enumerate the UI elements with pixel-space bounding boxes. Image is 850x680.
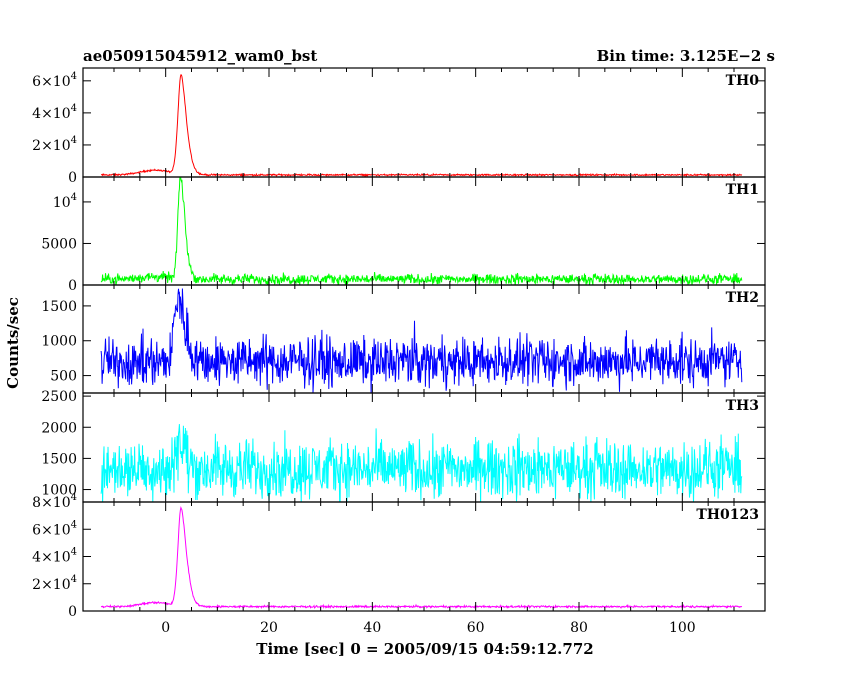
- x-tick-label: 0: [161, 620, 170, 636]
- panel-frame: [82, 501, 766, 612]
- panel-th2: TH2 500 1000 1500: [41, 284, 766, 394]
- panel-label: TH3: [726, 398, 759, 414]
- y-tick-label: 2000: [41, 420, 77, 436]
- x-tick-label: 100: [669, 620, 696, 636]
- chart-title-left: ae050915045912_wam0_bst: [83, 47, 317, 65]
- y-tick-label: 0: [68, 278, 77, 294]
- y-axis-label: Counts/sec: [4, 297, 22, 389]
- panel-th0: TH0 0 2×104 4×104 6×104: [32, 67, 766, 186]
- y-tick-label: 2×104: [32, 574, 77, 593]
- panel-frame: [82, 67, 766, 178]
- panels-group: TH002×1044×1046×104TH105000104TH25001000…: [32, 67, 766, 636]
- y-tick-label: 8×104: [32, 492, 77, 511]
- y-tick-label: 1500: [41, 299, 77, 315]
- series-line-th0123: [100, 505, 743, 610]
- panel-label: TH0: [726, 73, 760, 89]
- y-tick-label: 2500: [41, 389, 77, 405]
- panel-th1: TH1 0 5000 104: [41, 176, 766, 294]
- y-tick-label: 1000: [41, 483, 77, 499]
- x-tick-label: 40: [363, 620, 381, 636]
- x-tick-label: 20: [260, 620, 278, 636]
- y-tick-label: 6×104: [32, 519, 77, 538]
- y-tick-label: 4×104: [32, 103, 77, 122]
- panel-label: TH2: [726, 290, 759, 306]
- y-tick-label: 0: [68, 170, 77, 186]
- y-tick-label: 104: [53, 192, 77, 211]
- series-line-th1: [100, 177, 743, 285]
- panel-th3: TH3 1000 1500 2000 2500: [41, 389, 766, 503]
- x-tick-label: 80: [570, 620, 588, 636]
- chart-title-right: Bin time: 3.125E−2 s: [597, 47, 775, 65]
- x-tick-label: 60: [467, 620, 485, 636]
- y-tick-label: 4×104: [32, 547, 77, 566]
- series-line-th2: [100, 288, 743, 393]
- y-tick-label: 1500: [41, 451, 77, 467]
- y-tick-label: 0: [68, 604, 77, 620]
- x-axis-label: Time [sec] 0 = 2005/09/15 04:59:12.772: [256, 640, 593, 658]
- y-tick-label: 1000: [41, 334, 77, 350]
- series-line-th3: [100, 424, 743, 502]
- y-tick-label: 6×104: [32, 71, 77, 90]
- y-tick-label: 500: [50, 369, 77, 385]
- panel-label: TH1: [726, 182, 759, 198]
- series-line-th0: [100, 74, 743, 177]
- panel-label: TH0123: [696, 507, 759, 523]
- panel-th0123: TH0123 0 2×104 4×104 6×104 8×104: [32, 492, 766, 620]
- y-tick-label: 2×104: [32, 135, 77, 154]
- y-tick-label: 5000: [41, 236, 77, 252]
